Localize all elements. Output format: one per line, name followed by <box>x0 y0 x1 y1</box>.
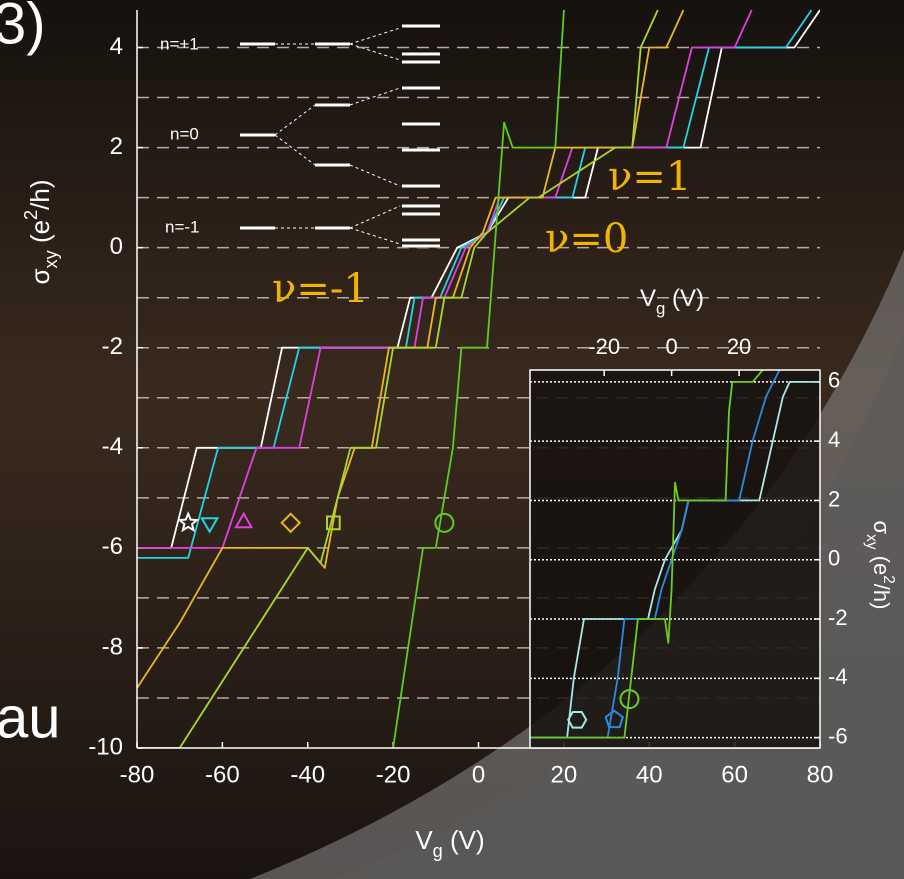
axis-label-part: V <box>640 285 656 312</box>
x-tick-label: 40 <box>636 761 663 788</box>
y-tick-label: 0 <box>828 546 840 571</box>
axis-label-part: (e <box>25 220 55 250</box>
axis-label-part: V <box>415 825 433 855</box>
y-tick-label: -4 <box>102 433 123 460</box>
axis-label-part: g <box>656 299 665 318</box>
axis-label-part: (V) <box>665 285 704 312</box>
y-tick-label: 2 <box>110 133 123 160</box>
x-tick-label: -80 <box>120 761 155 788</box>
y-tick-label: -6 <box>828 723 848 748</box>
y-tick-label: 0 <box>110 233 123 260</box>
x-tick-label: 80 <box>807 761 834 788</box>
y-tick-label: -10 <box>88 733 123 760</box>
y-axis-label: σxy (e2/h) <box>21 179 61 284</box>
level-label: n=-1 <box>165 217 200 236</box>
x-tick-label: 0 <box>472 761 485 788</box>
slide: 3) au -10-8-6-4-2024-80-60-40-2002040608… <box>0 0 904 879</box>
y-tick-label: 2 <box>828 486 840 511</box>
axis-label-part: 2 <box>880 575 897 584</box>
annotation: ν=0 <box>545 216 628 262</box>
axis-label-part: /h) <box>869 584 894 610</box>
axis-label-part: (V) <box>443 825 485 855</box>
axis-label-part: xy <box>863 534 880 550</box>
x-tick-label: 60 <box>721 761 748 788</box>
y-tick-label: -4 <box>828 664 848 689</box>
y-tick-label: -2 <box>828 605 848 630</box>
y-tick-label: 4 <box>828 427 840 452</box>
axis-label-part: /h) <box>25 179 55 209</box>
x-tick-label: -60 <box>205 761 240 788</box>
y-tick-label: -2 <box>102 333 123 360</box>
level-label: n=0 <box>170 124 199 143</box>
annotation: ν=1 <box>608 154 691 200</box>
x-tick-label: 20 <box>727 334 751 359</box>
x-tick-label: 0 <box>666 334 678 359</box>
x-tick-label: -40 <box>290 761 325 788</box>
x-tick-label: -20 <box>588 334 620 359</box>
level-label: n=+1 <box>160 34 199 53</box>
x-tick-label: -20 <box>376 761 411 788</box>
y-tick-label: 6 <box>828 368 840 393</box>
annotation: ν=-1 <box>272 266 369 312</box>
axis-label-part: 2 <box>21 210 41 220</box>
axis-label-part: (e <box>869 550 894 576</box>
axis-label-part: g <box>433 841 443 861</box>
x-tick-label: 20 <box>551 761 578 788</box>
axis-label-part: xy <box>41 249 61 268</box>
y-tick-label: -6 <box>102 533 123 560</box>
slide-text: 3) <box>0 0 46 56</box>
y-tick-label: -8 <box>102 633 123 660</box>
axis-label-part: σ <box>25 268 55 284</box>
axis-label-part: σ <box>869 521 894 535</box>
slide-text: au <box>0 685 61 750</box>
y-tick-label: 4 <box>110 33 123 60</box>
